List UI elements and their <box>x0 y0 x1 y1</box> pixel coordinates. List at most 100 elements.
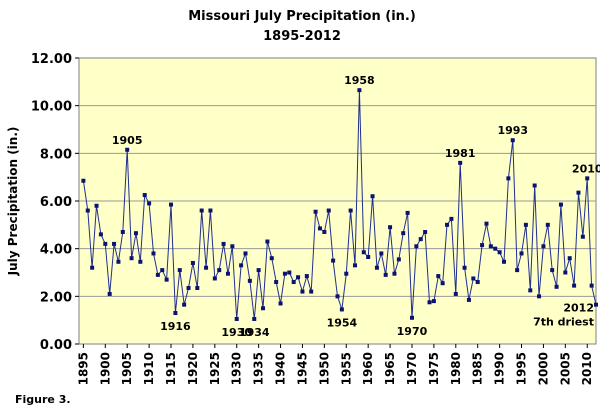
data-point <box>291 280 296 285</box>
annotation-label: 1958 <box>344 74 375 87</box>
data-point <box>331 258 336 263</box>
data-point <box>541 244 546 249</box>
data-point <box>309 289 314 294</box>
annotation-label: 1905 <box>112 134 143 147</box>
x-tick-label: 1930 <box>230 352 244 385</box>
data-point <box>217 268 222 273</box>
data-point <box>313 209 318 214</box>
data-point <box>431 299 436 304</box>
chart-subtitle: 1895-2012 <box>263 29 341 44</box>
data-point <box>493 246 498 251</box>
data-point <box>125 147 130 152</box>
data-point <box>133 231 138 236</box>
annotation-label: 1916 <box>160 320 191 333</box>
data-point <box>392 271 397 276</box>
data-point <box>221 241 226 246</box>
data-point <box>195 285 200 290</box>
data-point <box>528 288 533 293</box>
data-point <box>427 300 432 305</box>
annotation-label: 1954 <box>327 316 358 329</box>
data-point <box>335 294 340 299</box>
data-point <box>576 190 581 195</box>
y-tick-label: 10.00 <box>31 100 72 115</box>
data-point <box>361 250 366 255</box>
y-tick-label: 6.00 <box>40 195 72 210</box>
data-point <box>103 241 108 246</box>
data-point <box>112 241 117 246</box>
x-tick-label: 1950 <box>317 352 331 385</box>
y-tick-label: 0.00 <box>40 338 72 353</box>
data-point <box>142 193 147 198</box>
data-point <box>252 316 257 321</box>
annotation-label: 1930 <box>221 326 252 339</box>
data-point <box>523 222 528 227</box>
data-point <box>265 239 270 244</box>
chart-title: Missouri July Precipitation (in.) <box>188 9 416 24</box>
x-tick-label: 1955 <box>339 352 353 385</box>
series-line <box>82 90 597 320</box>
data-point <box>488 244 493 249</box>
data-point <box>230 244 235 249</box>
x-tick-label: 1925 <box>208 352 222 385</box>
data-point <box>366 255 371 260</box>
data-point <box>537 294 542 299</box>
x-tick-label: 1935 <box>252 352 266 385</box>
data-point <box>261 306 266 311</box>
data-point <box>199 208 204 213</box>
data-point <box>414 244 419 249</box>
data-point <box>475 280 480 285</box>
y-tick-label: 8.00 <box>40 147 72 162</box>
data-point <box>186 285 191 290</box>
data-point <box>225 271 230 276</box>
x-tick-label: 1905 <box>120 352 134 385</box>
data-point <box>287 270 292 275</box>
data-point <box>85 208 90 213</box>
data-point <box>169 202 174 207</box>
x-tick-label: 1920 <box>186 352 200 385</box>
data-point <box>405 210 410 215</box>
data-point <box>510 138 515 143</box>
data-point <box>466 297 471 302</box>
x-tick-label: 2000 <box>536 352 550 385</box>
data-point <box>107 291 112 296</box>
data-point <box>353 263 358 268</box>
annotation-label: 7th driest <box>533 316 594 329</box>
annotation-label: 1934 <box>239 326 270 339</box>
data-point <box>190 260 195 265</box>
data-point <box>370 194 375 199</box>
x-tick-label: 1975 <box>427 352 441 385</box>
x-axis-ticks: 1895 1900 1905 1910 1915 1920 1925 1930 1935 1940… <box>76 344 594 385</box>
x-tick-label: 1965 <box>383 352 397 385</box>
x-tick-label: 1985 <box>471 352 485 385</box>
data-point <box>322 229 327 234</box>
data-point <box>155 272 160 277</box>
data-point <box>81 178 86 183</box>
data-point <box>532 183 537 188</box>
data-point <box>173 311 178 316</box>
data-point <box>436 274 441 279</box>
x-tick-label: 1940 <box>274 352 288 385</box>
data-point <box>383 272 388 277</box>
annotation-label: 1981 <box>445 147 476 160</box>
annotation-label: 2010 <box>572 162 600 175</box>
data-point <box>147 201 152 206</box>
data-point <box>300 289 305 294</box>
x-tick-label: 1945 <box>295 352 309 385</box>
x-tick-label: 2005 <box>558 352 572 385</box>
data-point <box>567 256 572 261</box>
x-tick-label: 1970 <box>405 352 419 385</box>
y-axis-label: July Precipitation (in.) <box>6 127 20 277</box>
x-tick-label: 1995 <box>515 352 529 385</box>
y-tick-label: 4.00 <box>40 243 72 258</box>
data-point <box>164 277 169 282</box>
data-point <box>585 176 590 181</box>
data-point <box>239 263 244 268</box>
figure-caption: Figure 3. <box>15 393 71 406</box>
data-point <box>274 280 279 285</box>
data-point <box>116 259 121 264</box>
data-point <box>98 232 103 237</box>
data-point <box>348 208 353 213</box>
data-point <box>374 265 379 270</box>
annotation-label: 2012 <box>563 302 594 315</box>
